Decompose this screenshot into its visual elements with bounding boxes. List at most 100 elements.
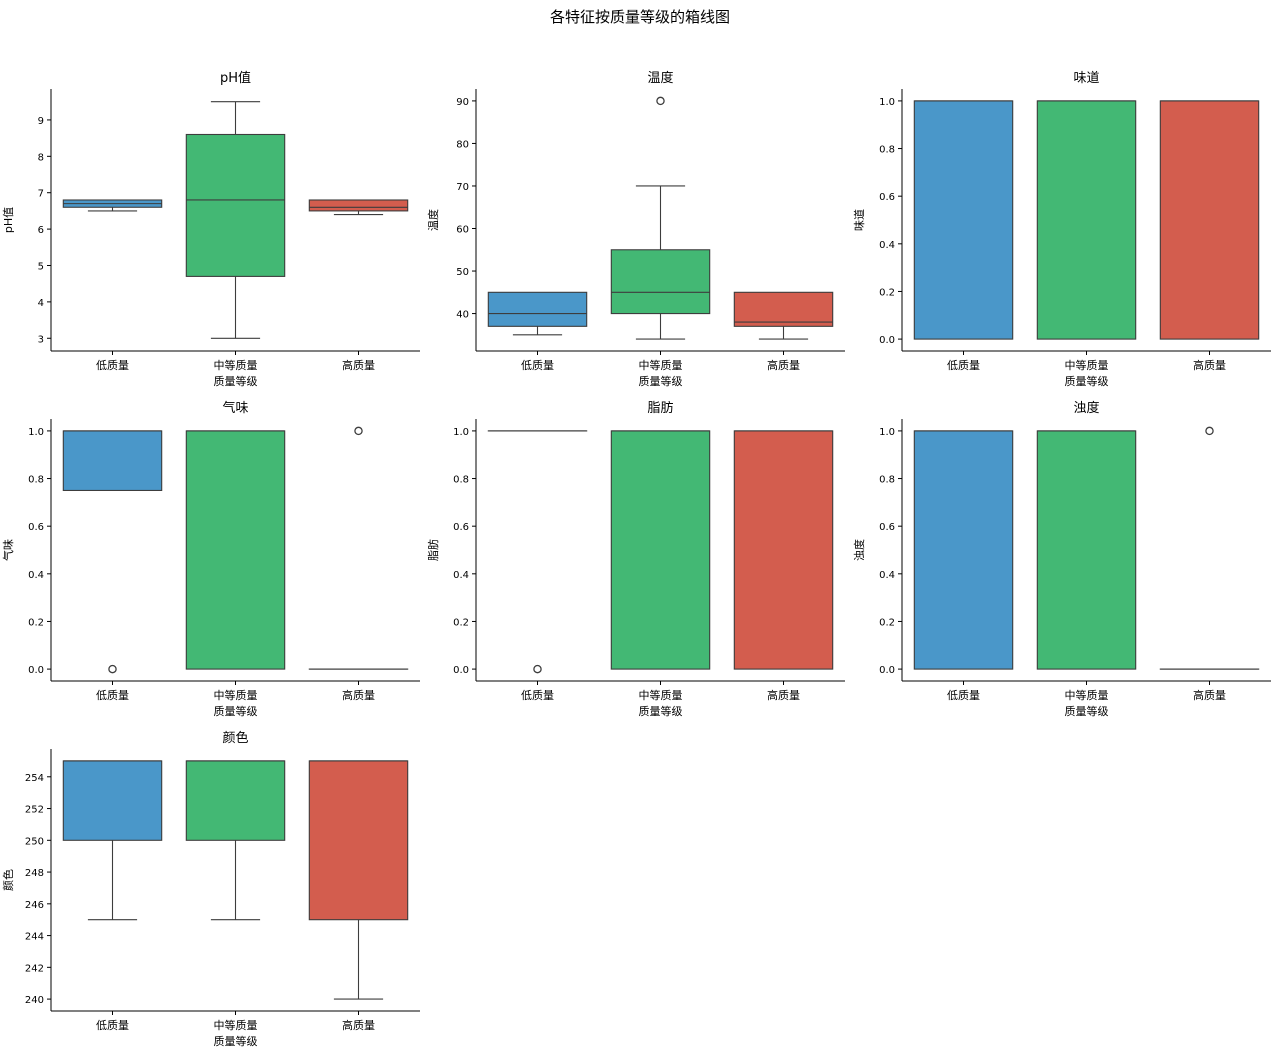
box-1 <box>487 291 588 336</box>
box-2 <box>1036 430 1137 670</box>
x-tick-label: 高质量 <box>1193 358 1226 372</box>
y-tick-label: 0.0 <box>453 665 469 676</box>
y-tick-label: 244 <box>25 932 44 943</box>
box-1 <box>62 430 163 674</box>
y-tick-label: 0.4 <box>879 570 895 581</box>
x-tick-label: 高质量 <box>342 1018 375 1032</box>
box-1 <box>62 760 163 921</box>
box-1 <box>913 100 1014 340</box>
box-body <box>1036 100 1137 340</box>
y-tick-label: 0.4 <box>28 570 44 581</box>
box-body <box>308 199 409 212</box>
y-tick-label: 0.8 <box>453 475 469 486</box>
figure-title: 各特征按质量等级的箱线图 <box>549 8 730 26</box>
x-tick-label: 中等质量 <box>214 1018 258 1032</box>
y-tick-label: 248 <box>25 868 44 879</box>
x-tick-label: 低质量 <box>521 689 554 702</box>
y-tick-label: 0.0 <box>879 335 895 346</box>
x-tick-label: 高质量 <box>767 688 800 702</box>
y-tick-label: 0.6 <box>28 522 44 533</box>
box-1 <box>487 430 588 674</box>
y-tick-label: 246 <box>25 900 44 911</box>
y-tick-label: 254 <box>25 773 44 784</box>
y-tick-label: 240 <box>25 995 44 1006</box>
x-axis-label: 质量等级 <box>214 1034 258 1048</box>
box-2 <box>185 430 286 670</box>
y-tick-label: 0.2 <box>28 617 44 628</box>
box-3 <box>1159 100 1260 340</box>
box-body <box>62 760 163 841</box>
y-tick-label: 0.2 <box>453 617 469 628</box>
x-axis-label: 质量等级 <box>1065 704 1109 718</box>
box-3 <box>733 291 834 340</box>
y-axis-label: 颜色 <box>1 869 15 891</box>
y-tick-label: 0.6 <box>879 192 895 203</box>
y-axis-label: 温度 <box>426 209 440 231</box>
y-axis-label: 气味 <box>1 539 15 561</box>
box-3 <box>308 426 409 670</box>
x-axis-label: 质量等级 <box>214 704 258 718</box>
subplot-title: 浊度 <box>1073 400 1099 416</box>
box-body <box>185 133 286 277</box>
y-tick-label: 0.2 <box>879 287 895 298</box>
y-tick-label: 0.2 <box>879 617 895 628</box>
box-3 <box>308 199 409 216</box>
y-tick-label: 70 <box>456 182 469 193</box>
box-body <box>610 430 711 670</box>
y-axis-label: 味道 <box>852 209 866 231</box>
y-tick-label: 60 <box>456 225 469 236</box>
y-tick-label: 90 <box>456 97 469 108</box>
box-body <box>62 430 163 492</box>
box-body <box>913 100 1014 340</box>
y-tick-label: 3 <box>38 334 44 345</box>
x-tick-label: 中等质量 <box>639 688 683 702</box>
y-axis-label: 脂肪 <box>426 539 440 561</box>
box-body <box>610 249 711 315</box>
y-tick-label: 0.0 <box>879 665 895 676</box>
y-tick-label: 8 <box>38 152 44 163</box>
outlier-point <box>108 664 117 674</box>
box-3 <box>1159 426 1260 670</box>
subplot-title: 颜色 <box>222 730 248 746</box>
box-3 <box>308 760 409 1000</box>
y-tick-label: 9 <box>38 116 44 127</box>
subplot-title: 脂肪 <box>647 400 673 416</box>
y-tick-label: 1.0 <box>879 97 895 108</box>
box-1 <box>913 430 1014 670</box>
y-tick-label: 0.8 <box>28 475 44 486</box>
y-tick-label: 0.8 <box>879 145 895 156</box>
y-tick-label: 50 <box>456 267 469 278</box>
subplot-title: 味道 <box>1073 71 1099 86</box>
box-body <box>733 291 834 327</box>
x-tick-label: 低质量 <box>947 689 980 702</box>
x-axis-label: 质量等级 <box>214 374 258 388</box>
y-tick-label: 242 <box>25 963 44 974</box>
y-tick-label: 40 <box>456 310 469 321</box>
y-tick-label: 0.4 <box>453 570 469 581</box>
y-tick-label: 0.8 <box>879 475 895 486</box>
box-2 <box>1036 100 1137 340</box>
y-axis-label: 浊度 <box>852 539 866 561</box>
x-tick-label: 中等质量 <box>639 358 683 372</box>
x-tick-label: 高质量 <box>342 688 375 702</box>
x-axis-label: 质量等级 <box>639 374 683 388</box>
y-tick-label: 6 <box>38 225 44 236</box>
y-tick-label: 4 <box>38 298 44 309</box>
y-tick-label: 252 <box>25 805 44 816</box>
box-body <box>487 291 588 327</box>
outlier-point <box>354 426 363 436</box>
box-body <box>185 760 286 841</box>
x-tick-label: 中等质量 <box>214 688 258 702</box>
x-tick-label: 低质量 <box>947 359 980 372</box>
x-tick-label: 低质量 <box>96 1019 129 1032</box>
box-2 <box>610 96 711 340</box>
box-2 <box>185 101 286 339</box>
